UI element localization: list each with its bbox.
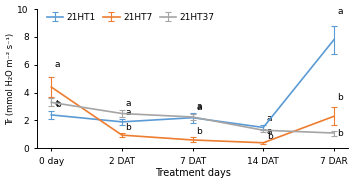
- X-axis label: Treatment days: Treatment days: [155, 168, 230, 178]
- Text: a: a: [126, 98, 131, 107]
- Text: c: c: [55, 98, 60, 107]
- Text: a: a: [126, 108, 131, 117]
- Y-axis label: Tr (mmol H₂O m⁻² s⁻¹): Tr (mmol H₂O m⁻² s⁻¹): [6, 33, 15, 125]
- Text: a: a: [196, 102, 202, 111]
- Text: b: b: [126, 123, 131, 132]
- Text: b: b: [267, 132, 273, 141]
- Text: a: a: [267, 114, 272, 123]
- Text: a: a: [338, 7, 343, 16]
- Text: a: a: [196, 103, 202, 112]
- Text: b: b: [338, 93, 343, 102]
- Text: b: b: [55, 100, 61, 109]
- Text: a: a: [267, 127, 272, 136]
- Text: b: b: [196, 127, 202, 136]
- Legend: 21HT1, 21HT7, 21HT37: 21HT1, 21HT7, 21HT37: [43, 9, 218, 25]
- Text: b: b: [338, 129, 343, 138]
- Text: a: a: [55, 60, 60, 69]
